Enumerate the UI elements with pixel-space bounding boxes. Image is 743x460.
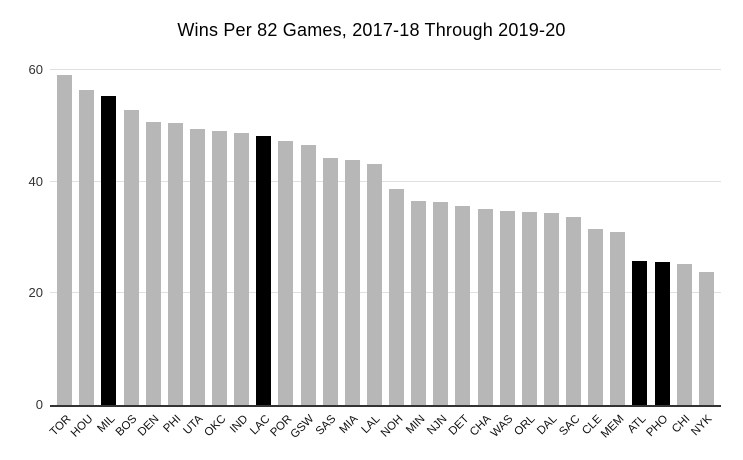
y-tick-label: 20 xyxy=(28,285,43,301)
bar-ind xyxy=(234,132,250,405)
y-tick-label: 60 xyxy=(28,62,43,77)
gridlines-layer xyxy=(50,69,721,405)
bar-sac xyxy=(566,217,581,405)
bar-lac xyxy=(256,135,272,405)
bar-tor xyxy=(57,75,73,405)
y-tick-label: 0 xyxy=(35,397,43,412)
bar-por xyxy=(278,141,294,405)
bar-orl xyxy=(521,212,537,405)
bar-den xyxy=(145,122,161,405)
bar-atl xyxy=(632,260,648,405)
x-axis-labels: TOR HOU MIL BOS DEN PHI UTA OKC IND LAC POR GSW SAS M… xyxy=(48,407,721,460)
bar-det xyxy=(455,206,471,405)
gridline xyxy=(50,180,721,182)
bar-nyk xyxy=(698,272,714,405)
bar-bos xyxy=(123,110,139,405)
bar-mia xyxy=(344,160,360,405)
bar-chi xyxy=(676,263,692,405)
bar-phi xyxy=(167,123,183,405)
gridline xyxy=(50,292,721,294)
bar-uta xyxy=(189,129,205,405)
bar-mil xyxy=(101,95,117,405)
bar-hou xyxy=(79,90,95,405)
bar-sas xyxy=(322,157,338,405)
bar-okc xyxy=(212,131,227,405)
bar-dal xyxy=(543,212,559,405)
bar-mem xyxy=(610,232,626,405)
bar-cle xyxy=(588,229,604,405)
bar-noh xyxy=(389,189,404,405)
chart-title: Wins Per 82 Games, 2017-18 Through 2019-… xyxy=(177,20,566,40)
bar-njn xyxy=(433,201,449,405)
plot-area: TOR HOU MIL BOS DEN PHI UTA OKC IND LAC POR GSW SAS M… xyxy=(48,69,721,441)
bar-gsw xyxy=(300,145,316,405)
gridline xyxy=(50,69,721,70)
bar-cha xyxy=(477,209,493,405)
bar-min xyxy=(411,200,427,405)
bar-was xyxy=(499,210,515,405)
y-tick-label: 40 xyxy=(28,173,43,189)
bar-lal xyxy=(366,163,382,405)
bars-layer xyxy=(50,70,721,405)
bar-pho xyxy=(654,262,670,405)
